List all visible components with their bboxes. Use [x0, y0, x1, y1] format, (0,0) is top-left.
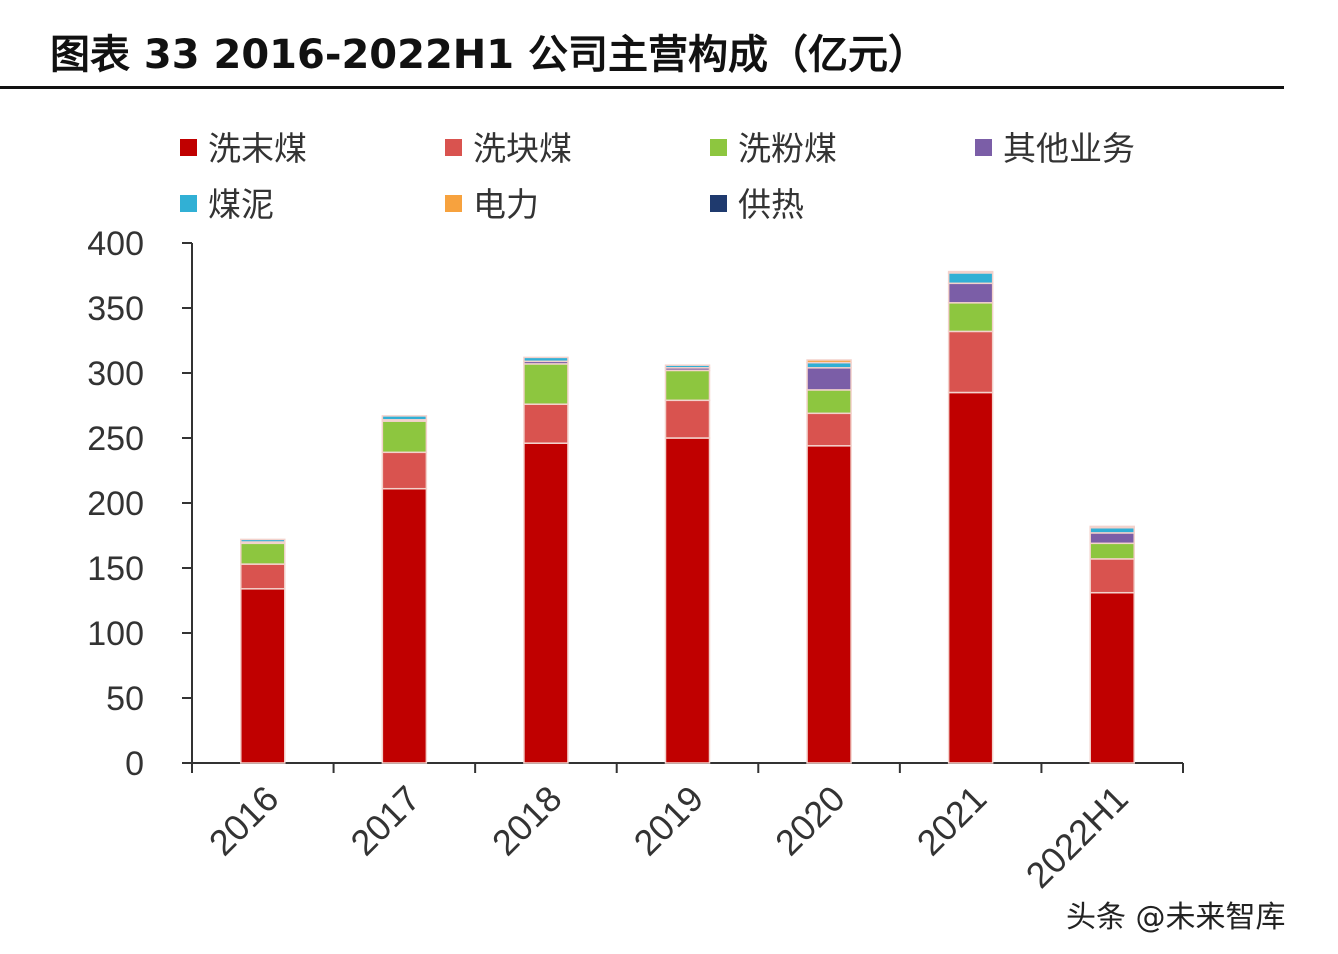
- legend-swatch-4: [180, 195, 197, 212]
- bar-2020-5: [806, 359, 852, 364]
- bar-2022H1-0: [1089, 591, 1135, 764]
- y-tick-label-3: 150: [87, 550, 144, 588]
- y-tick-label-0: 0: [125, 745, 144, 783]
- y-axis: 0 50 100 150 200 250 300 350 400: [87, 225, 193, 783]
- x-tick-label-0: 2016: [201, 778, 287, 864]
- x-axis: 2016 2017 2018 2019 2020 2021 2022H1: [191, 762, 1184, 896]
- bar-2016-4: [240, 538, 286, 543]
- bar-2016-2: [240, 542, 286, 565]
- y-tick-label-2: 100: [87, 615, 144, 653]
- legend-swatch-5: [445, 195, 462, 212]
- title-divider: [0, 86, 1284, 89]
- bar-2022H1-4: [1089, 526, 1135, 534]
- bar-2019-0: [664, 437, 711, 764]
- y-tick-label-5: 250: [87, 420, 144, 458]
- bar-2020-1: [806, 412, 852, 447]
- bar-2022H1-1: [1089, 558, 1135, 594]
- bar-2022H1-3: [1089, 532, 1135, 545]
- legend-label-2: 洗粉煤: [738, 129, 837, 168]
- x-tick-label-4: 2020: [767, 778, 853, 864]
- legend-swatch-6: [710, 195, 727, 212]
- bar-2017-2: [381, 420, 428, 454]
- bar-2019-2: [664, 369, 711, 402]
- legend-swatch-3: [975, 139, 992, 156]
- bar-2019-4: [664, 364, 711, 369]
- x-tick-label-2: 2018: [484, 778, 570, 864]
- bar-2018-0: [523, 442, 569, 764]
- legend-label-5: 电力: [473, 185, 539, 224]
- x-tick-label-1: 2017: [342, 778, 428, 864]
- x-tick-label-5: 2021: [909, 778, 995, 864]
- legend-label-6: 供热: [738, 185, 804, 224]
- bar-2016-1: [240, 563, 286, 590]
- x-tick-label-6: 2022H1: [1018, 778, 1136, 896]
- bar-2020-3: [806, 367, 852, 391]
- bar-2017-0: [381, 487, 428, 764]
- bar-2018-4: [523, 356, 569, 363]
- chart-title: 图表 33 2016-2022H1 公司主营构成（亿元）: [50, 32, 929, 78]
- y-tick-label-1: 50: [106, 680, 144, 718]
- bar-2016-0: [240, 588, 286, 764]
- legend-label-1: 洗块煤: [473, 129, 572, 168]
- bar-2020-2: [806, 389, 852, 415]
- bar-2021-3: [947, 282, 994, 304]
- bar-2021-5: [947, 270, 994, 274]
- legend-swatch-1: [445, 139, 462, 156]
- y-tick-label-7: 350: [87, 290, 144, 328]
- bar-2022H1-2: [1089, 542, 1135, 560]
- bar-2018-1: [523, 403, 569, 444]
- watermark: 头条 @未来智库: [1066, 900, 1286, 935]
- bar-2021-4: [947, 272, 994, 285]
- y-tick-label-6: 300: [87, 355, 144, 393]
- bars: [240, 270, 1135, 764]
- legend-label-0: 洗末煤: [208, 129, 307, 168]
- legend-label-4: 煤泥: [208, 185, 274, 224]
- bar-2018-2: [523, 363, 569, 405]
- bar-2020-4: [806, 361, 852, 369]
- bar-2019-1: [664, 399, 711, 439]
- legend-label-3: 其他业务: [1003, 129, 1135, 168]
- bar-2021-2: [947, 302, 994, 333]
- x-tick-label-3: 2019: [626, 778, 712, 864]
- bar-2021-0: [947, 391, 994, 764]
- bar-2022H1-6: [1089, 525, 1135, 529]
- bar-2021-1: [947, 330, 994, 394]
- legend-swatch-0: [180, 139, 197, 156]
- bar-2020-0: [806, 445, 852, 764]
- y-tick-label-4: 200: [87, 485, 144, 523]
- bar-2017-4: [381, 415, 428, 421]
- legend-swatch-2: [710, 139, 727, 156]
- bar-2017-1: [381, 451, 428, 490]
- y-tick-label-8: 400: [87, 225, 144, 263]
